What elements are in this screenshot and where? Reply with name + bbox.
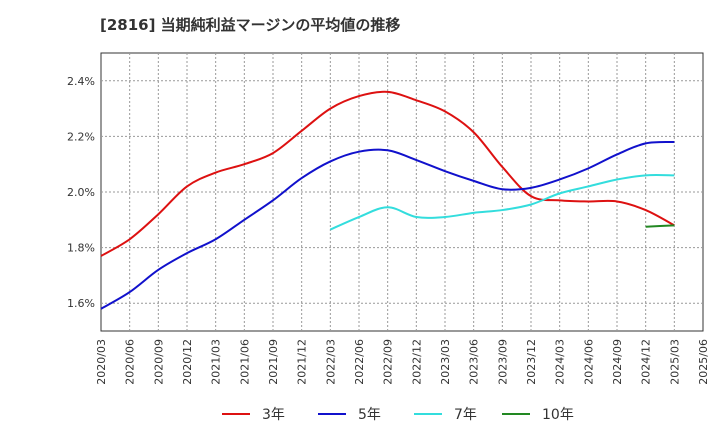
x-tick-label: 2023/12 — [525, 339, 538, 385]
y-axis-ticks: 1.6% 1.8% 2.0% 2.2% 2.4% — [67, 75, 95, 310]
series-line-3年 — [100, 90, 675, 257]
series-layer — [100, 90, 675, 310]
x-tick-label: 2024/12 — [640, 339, 653, 385]
legend-label: 5年 — [358, 407, 381, 423]
x-tick-label: 2023/03 — [439, 339, 452, 385]
y-tick-label: 1.8% — [67, 242, 95, 255]
chart-title: [2816] 当期純利益マージンの平均値の推移 — [100, 16, 401, 34]
x-tick-label: 2021/03 — [210, 339, 223, 385]
legend: 3年 5年 7年 10年 — [222, 407, 574, 423]
x-tick-label: 2022/12 — [410, 339, 423, 385]
legend-label: 10年 — [542, 407, 574, 423]
x-tick-label: 2020/03 — [95, 339, 108, 385]
x-tick-label: 2023/06 — [468, 339, 481, 385]
x-tick-label: 2021/12 — [296, 339, 309, 385]
series-line-10年 — [645, 224, 675, 228]
x-tick-label: 2023/09 — [496, 339, 509, 385]
x-tick-label: 2025/03 — [668, 339, 681, 385]
x-tick-label: 2020/09 — [152, 339, 165, 385]
y-tick-label: 2.0% — [67, 186, 95, 199]
series-line-5年 — [100, 140, 675, 310]
x-tick-label: 2021/06 — [238, 339, 251, 385]
x-axis-ticks: 2020/03 2020/06 2020/09 2020/12 2021/03 2021/… — [95, 339, 710, 385]
x-tick-label: 2022/09 — [382, 339, 395, 385]
x-tick-label: 2021/09 — [267, 339, 280, 385]
legend-label: 3年 — [262, 407, 285, 423]
y-tick-label: 2.4% — [67, 75, 95, 88]
x-tick-label: 2025/06 — [697, 339, 710, 385]
x-tick-label: 2024/06 — [582, 339, 595, 385]
x-tick-label: 2022/06 — [353, 339, 366, 385]
x-tick-label: 2022/03 — [324, 339, 337, 385]
series-line-7年 — [329, 174, 675, 231]
x-tick-label: 2020/12 — [181, 339, 194, 385]
x-tick-label: 2020/06 — [124, 339, 137, 385]
y-tick-label: 2.2% — [67, 130, 95, 143]
grid-layer — [101, 53, 703, 331]
y-tick-label: 1.6% — [67, 297, 95, 310]
legend-label: 7年 — [454, 407, 477, 423]
x-tick-label: 2024/09 — [611, 339, 624, 385]
x-tick-label: 2024/03 — [554, 339, 567, 385]
